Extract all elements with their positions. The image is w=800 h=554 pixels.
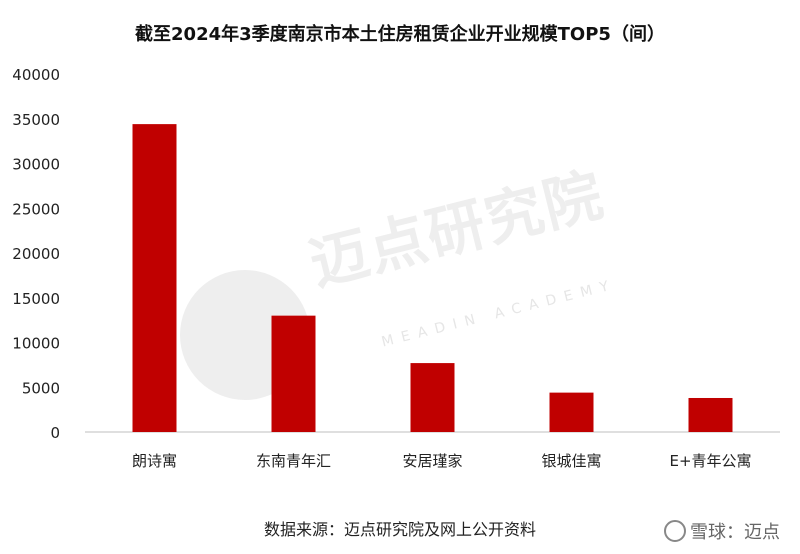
data-source: 数据来源：迈点研究院及网上公开资料 <box>263 520 536 539</box>
y-tick-label: 10000 <box>12 335 60 353</box>
bar <box>410 363 455 432</box>
brand-text: 雪球：迈点 <box>690 522 780 543</box>
x-tick-label: 银城佳寓 <box>541 452 601 470</box>
x-tick-label: 朗诗寓 <box>132 452 177 470</box>
bar <box>688 397 733 432</box>
y-tick-label: 40000 <box>12 66 60 84</box>
bar <box>132 124 177 433</box>
bar <box>271 315 316 432</box>
snowball-logo-icon <box>664 520 686 542</box>
y-tick-label: 15000 <box>12 290 60 308</box>
y-tick-label: 5000 <box>22 379 60 397</box>
y-tick-label: 30000 <box>12 156 60 174</box>
chart-title: 截至2024年3季度南京市本土住房租赁企业开业规模TOP5（间） <box>135 24 665 45</box>
y-tick-label: 35000 <box>12 111 60 129</box>
brand-label: 雪球：迈点 <box>664 518 780 544</box>
y-tick-label: 0 <box>50 424 60 442</box>
x-tick-label: 安居瑾家 <box>402 452 462 470</box>
x-tick-label: 东南青年汇 <box>256 452 331 470</box>
bar <box>549 392 594 432</box>
y-tick-label: 25000 <box>12 200 60 218</box>
x-tick-label: E+青年公寓 <box>669 452 751 470</box>
y-tick-label: 20000 <box>12 245 60 263</box>
